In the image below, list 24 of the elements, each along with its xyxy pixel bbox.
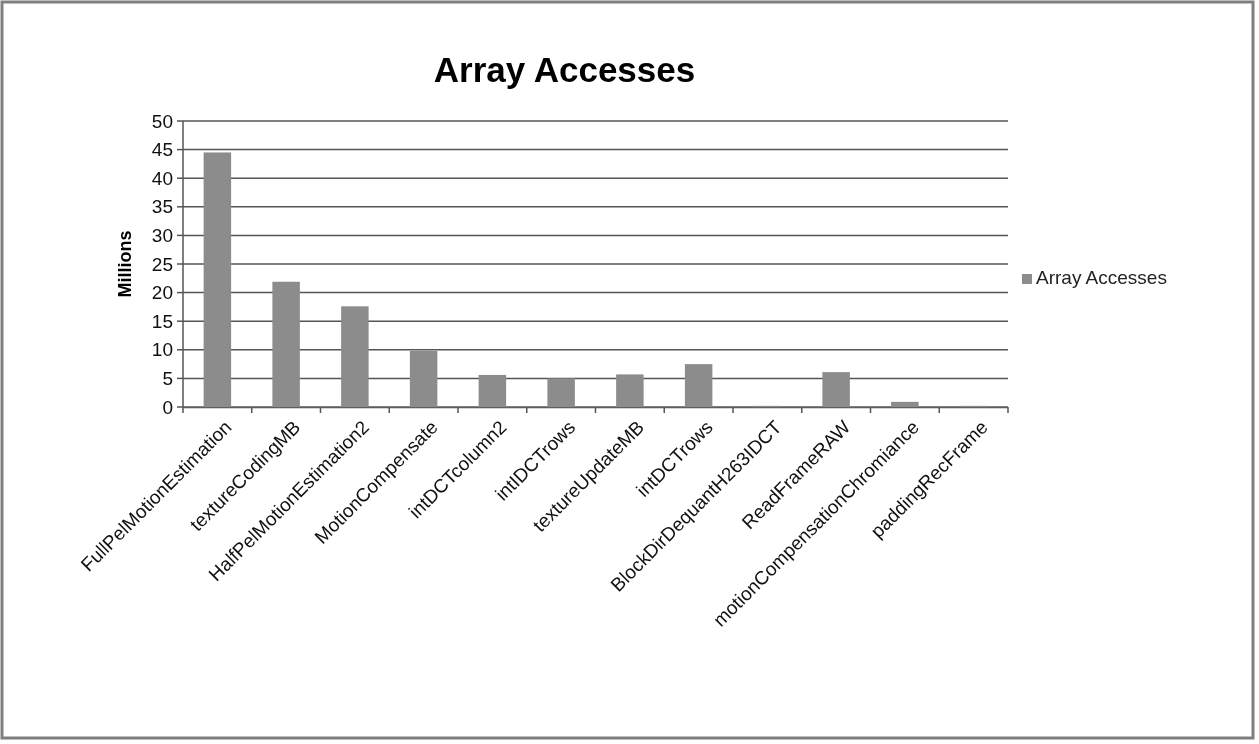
y-tick-label: 20 [151, 282, 173, 304]
legend-label: Array Accesses [1036, 267, 1167, 288]
bar [822, 372, 850, 407]
bar [409, 350, 438, 407]
bar [684, 364, 713, 407]
y-tick-label: 50 [151, 110, 173, 132]
bar [478, 374, 507, 407]
y-tick-label: 45 [151, 139, 173, 161]
bar [341, 306, 369, 407]
bar [547, 378, 575, 407]
bar [203, 152, 232, 407]
y-tick-label: 0 [162, 396, 173, 418]
y-tick-label: 5 [162, 368, 173, 390]
y-axis-title: Millions [115, 230, 135, 298]
bar [616, 374, 644, 407]
y-tick-label: 25 [151, 253, 173, 275]
bar [891, 401, 919, 407]
y-tick-label: 30 [151, 225, 173, 247]
y-tick-label: 10 [151, 339, 173, 361]
y-tick-label: 35 [151, 196, 173, 218]
y-tick-label: 15 [151, 310, 173, 332]
bar [272, 281, 300, 407]
y-tick-label: 40 [151, 167, 173, 189]
chart-title: Array Accesses [433, 50, 696, 89]
